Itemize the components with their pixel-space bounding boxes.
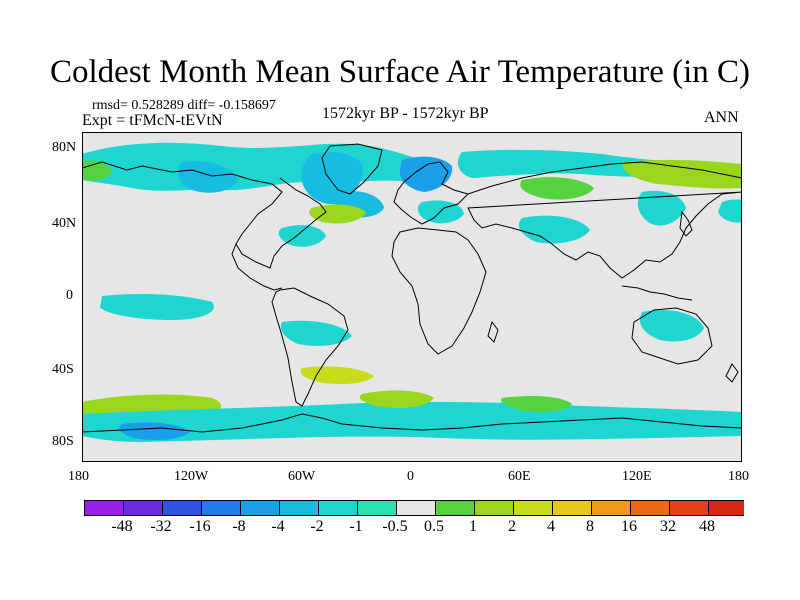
anomaly-east-siberia-warm xyxy=(622,159,742,189)
coastlines xyxy=(82,143,742,433)
anomaly-scandinavia xyxy=(399,156,453,192)
colorbar-label-12: 8 xyxy=(586,518,594,535)
anomaly-tropical-atlantic xyxy=(280,320,352,346)
anomaly-north-pacific-east xyxy=(718,199,742,223)
colorbar-label-11: 4 xyxy=(547,518,555,535)
anomaly-hudson xyxy=(177,160,238,193)
lon-tick-60w: 60W xyxy=(288,469,316,484)
lon-tick-180w: 180 xyxy=(68,469,89,484)
coast-north-america xyxy=(82,161,327,269)
anomaly-gulf xyxy=(278,225,326,247)
anomaly-weddell-warm xyxy=(359,390,434,408)
anomaly-australia xyxy=(640,309,704,342)
coast-asia xyxy=(467,161,742,279)
coast-indonesia xyxy=(621,285,693,301)
coast-japan xyxy=(679,210,693,237)
colorbar-label-9: 1 xyxy=(469,518,477,535)
lat-tick-80n: 80N xyxy=(52,140,77,155)
colorbar-label-8: 0.5 xyxy=(424,518,444,535)
lat-tick-40s: 40S xyxy=(52,362,74,377)
coast-new-zealand xyxy=(725,363,739,383)
colorbar-swatch-2 xyxy=(162,500,202,516)
lat-tick-80s: 80S xyxy=(52,434,74,449)
lon-tick-180e: 180 xyxy=(728,469,749,484)
map-frame xyxy=(82,132,742,462)
colorbar-swatch-4 xyxy=(240,500,280,516)
anomaly-east-asia xyxy=(637,190,686,226)
coast-south-america xyxy=(271,287,349,407)
lat-tick-40n: 40N xyxy=(52,216,77,231)
colorbar-swatch-9 xyxy=(435,500,475,516)
anomaly-middle-east xyxy=(518,215,590,244)
colorbar-swatch-1 xyxy=(123,500,163,516)
colorbar-label-15: 48 xyxy=(699,518,715,535)
colorbar-label-10: 2 xyxy=(508,518,516,535)
plot-title: Coldest Month Mean Surface Air Temperatu… xyxy=(50,54,750,90)
colorbar-swatch-16 xyxy=(708,500,744,516)
colorbar-swatch-11 xyxy=(513,500,553,516)
colorbar-label-5: -2 xyxy=(310,518,324,535)
colorbar-label-14: 32 xyxy=(660,518,676,535)
lon-tick-0: 0 xyxy=(407,469,414,484)
colorbar-swatch-12 xyxy=(552,500,592,516)
colorbar-swatch-13 xyxy=(591,500,631,516)
period-label: 1572kyr BP - 1572kyr BP xyxy=(322,105,489,122)
lon-tick-60e: 60E xyxy=(508,469,531,484)
colorbar-label-4: -4 xyxy=(271,518,285,535)
lat-tick-0: 0 xyxy=(66,288,73,303)
colorbar-swatch-14 xyxy=(630,500,670,516)
anomaly-southern-ocean-cyan xyxy=(82,401,742,442)
anomaly-ross-sea-deep xyxy=(119,422,190,440)
coast-africa xyxy=(391,227,487,355)
colorbar-swatch-15 xyxy=(669,500,709,516)
anomaly-fields xyxy=(82,142,742,442)
colorbar-label-6: -1 xyxy=(349,518,363,535)
anomaly-west-europe xyxy=(417,200,464,224)
colorbar-label-1: -32 xyxy=(150,518,172,535)
world-map xyxy=(82,132,742,462)
experiment-label: Expt = tFMcN-tEVtN xyxy=(82,112,223,129)
lon-tick-120w: 120W xyxy=(174,469,209,484)
colorbar-swatch-5 xyxy=(279,500,319,516)
anomaly-tropical-pacific xyxy=(100,294,214,320)
colorbar-swatches xyxy=(84,500,744,516)
colorbar-label-13: 16 xyxy=(621,518,637,535)
colorbar-label-0: -48 xyxy=(111,518,133,535)
coast-australia xyxy=(631,307,713,365)
colorbar-swatch-0 xyxy=(84,500,124,516)
colorbar-swatch-8 xyxy=(396,500,436,516)
colorbar-label-2: -16 xyxy=(189,518,211,535)
colorbar-swatch-3 xyxy=(201,500,241,516)
coast-madagascar xyxy=(487,320,499,343)
coast-greenland xyxy=(321,143,383,195)
anomaly-indian-southern-warm xyxy=(500,396,572,412)
colorbar xyxy=(84,500,744,516)
colorbar-swatch-6 xyxy=(318,500,358,516)
colorbar-swatch-10 xyxy=(474,500,514,516)
anomaly-west-siberia-warm xyxy=(520,177,594,200)
lon-tick-120e: 120E xyxy=(622,469,652,484)
colorbar-label-3: -8 xyxy=(232,518,246,535)
stats-label: rmsd= 0.528289 diff= -0.158697 xyxy=(92,98,276,113)
colorbar-swatch-7 xyxy=(357,500,397,516)
coast-central-america xyxy=(231,243,283,291)
season-label: ANN xyxy=(704,109,739,126)
coast-antarctica xyxy=(82,413,742,433)
colorbar-label-7: -0.5 xyxy=(382,518,408,535)
